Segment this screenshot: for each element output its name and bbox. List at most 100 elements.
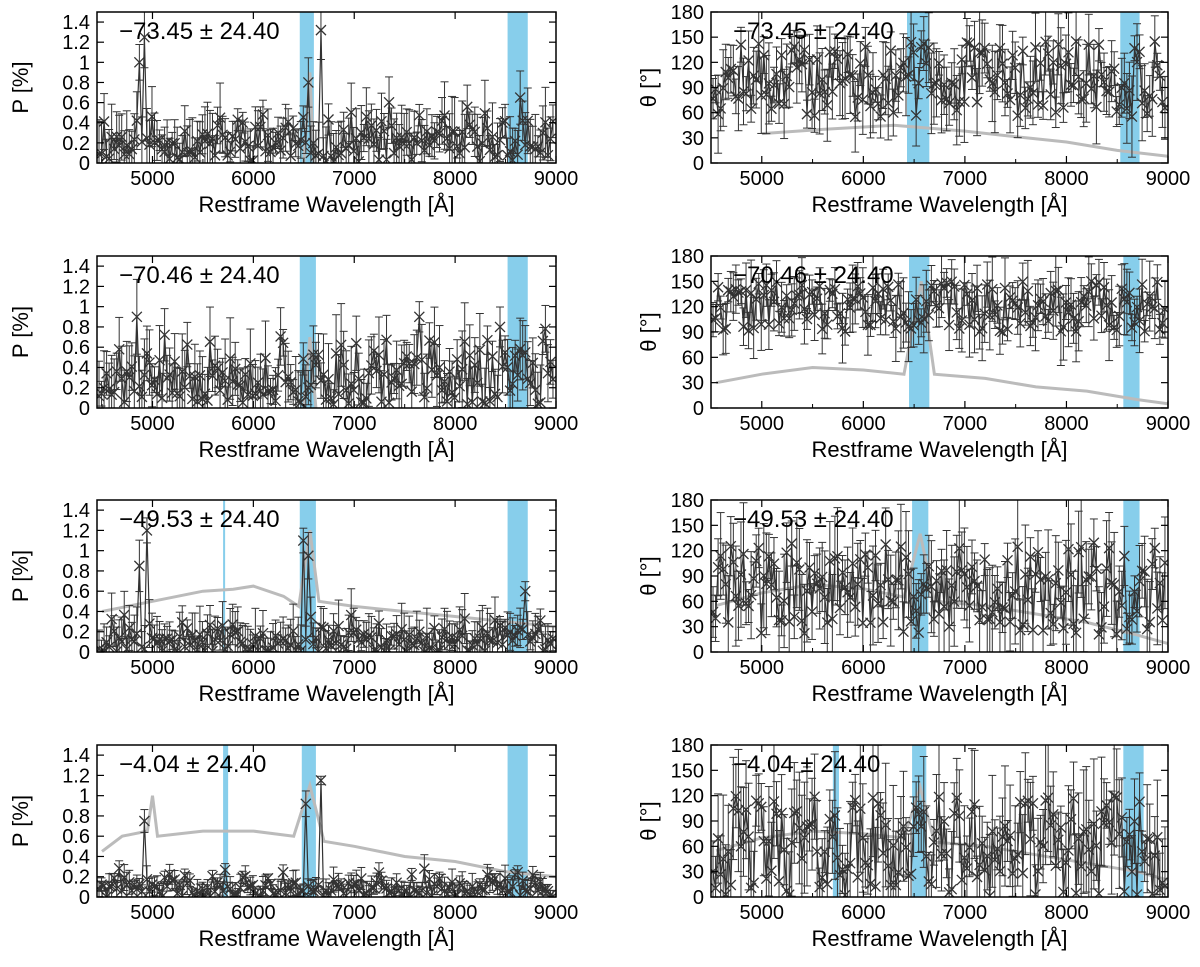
data-point (323, 114, 334, 125)
data-point (918, 313, 930, 325)
data-point (282, 116, 294, 128)
data-point (219, 864, 231, 876)
y-tick-label: 0 (79, 153, 90, 175)
data-point (1093, 39, 1105, 51)
isp-angle-annotation: −70.46 ± 24.40 (119, 262, 280, 289)
data-point (164, 369, 176, 381)
data-point (905, 36, 917, 48)
data-point (484, 144, 496, 156)
data-point (388, 147, 400, 159)
plot-frame (96, 255, 557, 409)
data-point (1004, 94, 1016, 106)
data-point (834, 602, 846, 614)
x-tick-label: 7000 (332, 413, 377, 435)
data-point (360, 392, 372, 404)
y-tick-label: 1.4 (62, 500, 90, 522)
data-point (997, 602, 1008, 613)
data-point (383, 397, 395, 408)
data-point (494, 134, 506, 146)
data-point (174, 390, 186, 402)
data-point (1060, 58, 1072, 70)
data-point (1151, 602, 1163, 614)
data-point (466, 396, 478, 408)
data-point (307, 137, 319, 149)
data-point (1111, 106, 1123, 118)
y-tick-label: 60 (682, 103, 704, 125)
shaded-band (507, 500, 528, 652)
data-point (725, 540, 737, 552)
data-point (1047, 305, 1059, 317)
data-point (1057, 622, 1069, 634)
data-point (239, 368, 251, 380)
data-point (277, 866, 289, 878)
data-point (1116, 283, 1128, 295)
data-point (849, 111, 861, 123)
data-point (875, 579, 887, 591)
data-point (353, 156, 365, 163)
x-tick-label: 9000 (1146, 413, 1191, 435)
data-point (474, 632, 486, 644)
data-point (547, 115, 556, 127)
data-point (1129, 42, 1140, 54)
panel-theta-2: 5000 6000 7000 8000 9000 0 30 60 90 120 150 180 Rest… (636, 246, 1190, 462)
y-tick-label: 0.4 (62, 601, 90, 623)
y-tick-label: 180 (671, 490, 704, 512)
data-point (811, 293, 823, 305)
data-point (451, 633, 463, 644)
data-point (212, 362, 224, 374)
data-point (961, 288, 973, 300)
data-point (103, 153, 115, 163)
data-point (386, 120, 398, 132)
data-point (829, 283, 841, 295)
data-point (98, 116, 110, 127)
data-point (887, 316, 899, 327)
data-point (715, 102, 727, 114)
data-point (212, 622, 224, 634)
data-point (143, 618, 155, 630)
data-point (1002, 88, 1013, 99)
data-point (426, 130, 438, 142)
data-point (252, 140, 264, 152)
data-point (1146, 93, 1158, 105)
data-point (1073, 315, 1085, 327)
data-point (141, 524, 153, 536)
data-point (169, 643, 181, 652)
data-point (984, 613, 996, 625)
data-point (897, 307, 909, 319)
data-point (338, 359, 350, 371)
data-point (1012, 541, 1024, 553)
data-point (300, 391, 312, 403)
data-point (207, 132, 218, 144)
data-point (1075, 296, 1087, 308)
data-point (436, 384, 448, 396)
data-point (297, 111, 309, 123)
data-point (809, 110, 821, 122)
y-tick-label: 1.4 (62, 256, 90, 278)
y-tick-label: 0.8 (62, 561, 90, 583)
data-point (989, 596, 1001, 608)
data-point (1075, 93, 1087, 105)
data-point (798, 627, 810, 639)
data-point (401, 126, 413, 138)
data-point (981, 613, 993, 625)
data-point (765, 103, 777, 115)
data-point (1154, 577, 1166, 589)
data-point (814, 583, 826, 594)
data-point (717, 324, 729, 336)
data-point (224, 353, 236, 365)
data-point (1022, 93, 1034, 105)
data-point (748, 322, 760, 334)
y-tick-label: 90 (682, 78, 704, 100)
data-point (1113, 586, 1125, 598)
data-point (1151, 276, 1163, 288)
data-point (801, 585, 813, 597)
data-point (267, 384, 279, 396)
data-point (106, 131, 118, 143)
data-point (711, 314, 719, 326)
data-point (315, 24, 327, 36)
data-point (131, 311, 143, 323)
data-point (461, 101, 473, 113)
x-tick-label: 7000 (943, 413, 988, 435)
x-tick-label: 9000 (1146, 657, 1191, 679)
data-point (234, 636, 246, 648)
